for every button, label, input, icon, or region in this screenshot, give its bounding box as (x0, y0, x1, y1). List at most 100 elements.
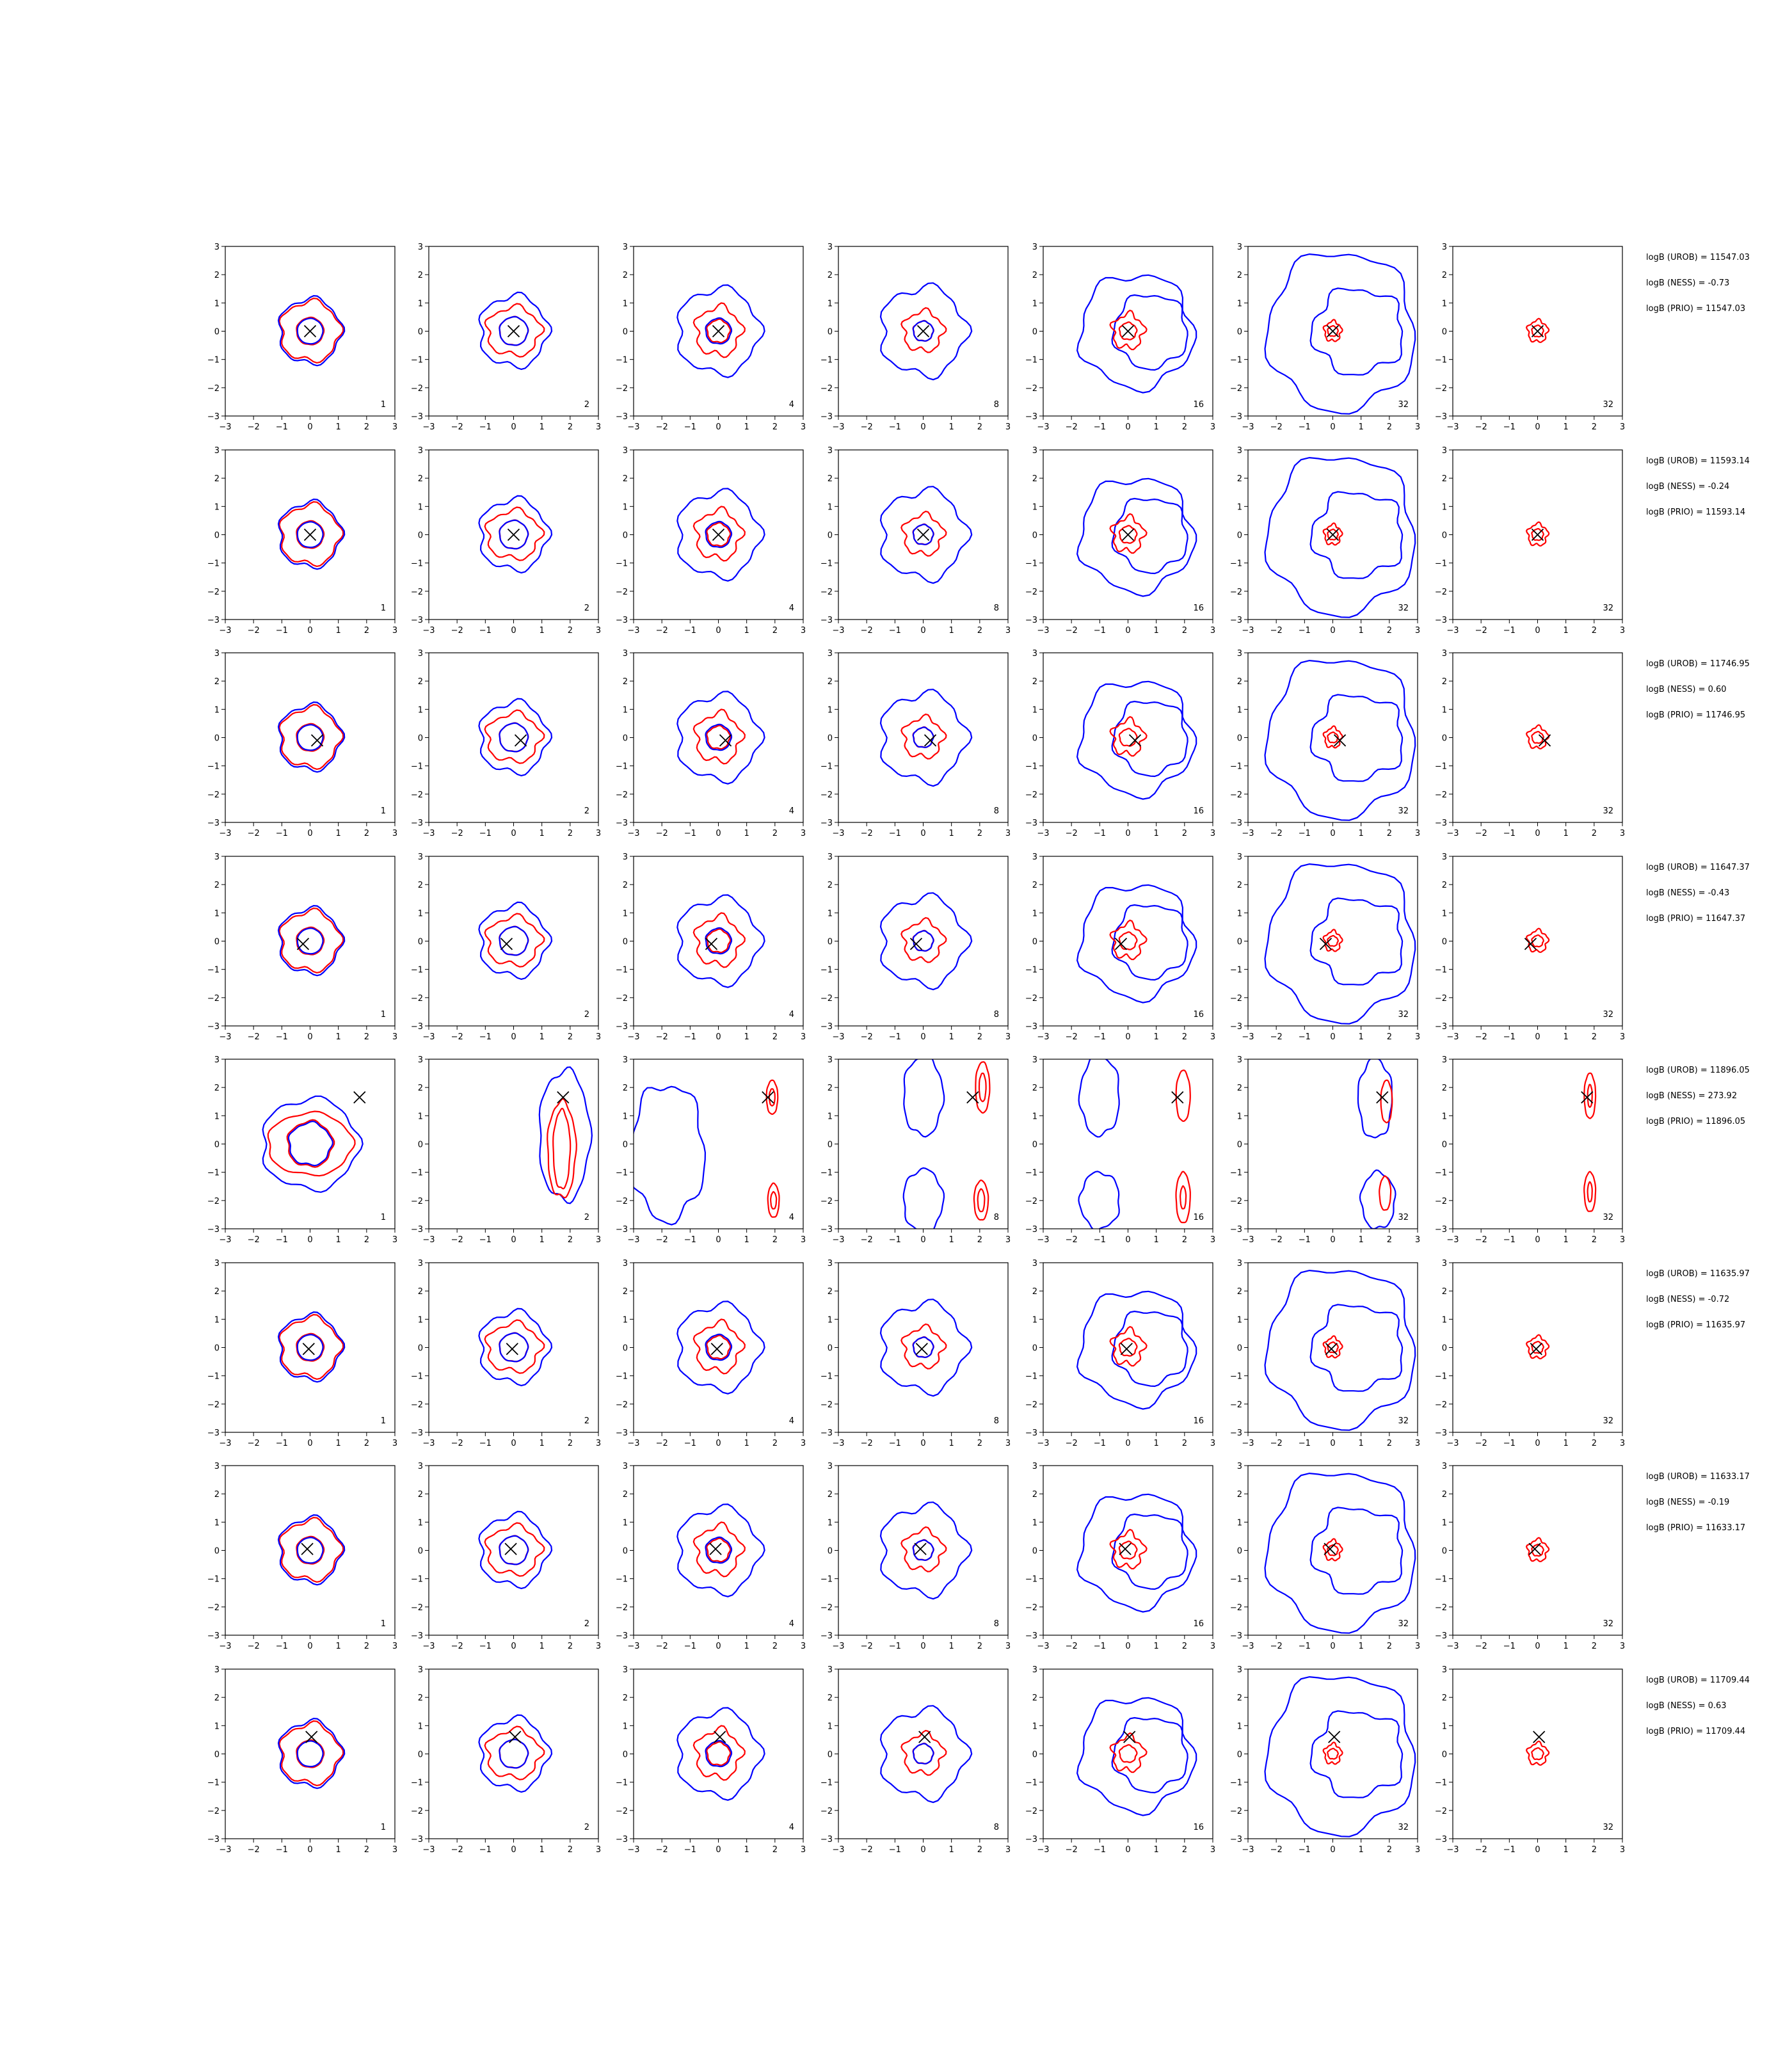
panel-r6-c6: −3−3 −2 −2 −1 −1 0 0 1 1 2 2 3 3 32 (1230, 1259, 1420, 1448)
red-contour-2 (900, 307, 947, 353)
y-tick-label: 0 (1032, 734, 1037, 744)
annotation-ness: logB (NESS) = -0.43 (1646, 888, 1730, 898)
x-tick-label: 3 (1620, 1439, 1625, 1448)
y-tick-label: 0 (214, 1750, 220, 1760)
red-contour-3 (975, 1061, 991, 1114)
x-tick-label: 3 (1415, 422, 1420, 432)
y-tick-label: 2 (1442, 271, 1447, 280)
y-tick-label: −1 (1025, 356, 1037, 365)
x-tick-label: 1 (540, 626, 545, 636)
panel-count-label: 4 (789, 1619, 794, 1629)
blue-contour-4 (705, 520, 733, 548)
contour-group (478, 291, 553, 371)
panel-r2-c7: −3−3 −2 −2 −1 −1 0 0 1 1 2 2 3 3 32 (1435, 446, 1625, 636)
y-tick-label: 1 (1032, 299, 1037, 308)
marker-x (353, 1091, 366, 1104)
x-tick-label: 3 (392, 1439, 397, 1448)
x-tick-label: 3 (392, 626, 397, 636)
y-tick-label: 1 (214, 909, 220, 918)
y-tick-label: 0 (1032, 1140, 1037, 1150)
x-tick-label: −1 (889, 1439, 901, 1448)
y-tick-label: 3 (418, 1259, 423, 1268)
panel-count-label: 2 (584, 1213, 589, 1222)
x-tick-label: −1 (276, 626, 288, 636)
x-tick-label: 1 (1564, 1642, 1569, 1651)
x-tick-label: 1 (1154, 1032, 1159, 1042)
blue-contour-4 (499, 925, 529, 956)
y-tick-label: −3 (616, 616, 628, 625)
x-tick-label: −3 (422, 1032, 435, 1042)
y-tick-label: 2 (214, 271, 220, 280)
y-tick-label: −3 (1435, 1428, 1447, 1438)
x-tick-label: 3 (1210, 1845, 1215, 1855)
contour-group (1264, 253, 1416, 415)
x-tick-label: 3 (801, 1032, 806, 1042)
x-tick-label: −2 (861, 1235, 873, 1245)
y-tick-label: 1 (1442, 299, 1447, 308)
y-tick-label: −1 (1025, 1779, 1037, 1788)
x-tick-label: −2 (656, 1032, 668, 1042)
x-tick-label: 0 (1330, 422, 1335, 432)
panel-count-label: 16 (1193, 400, 1204, 410)
panel-count-label: 1 (381, 1213, 386, 1222)
y-tick-label: −1 (820, 559, 833, 569)
y-tick-label: −2 (1435, 384, 1447, 394)
x-tick-label: 3 (1415, 1032, 1420, 1042)
y-tick-label: −1 (207, 1372, 220, 1382)
panel-count-label: 8 (994, 1416, 999, 1426)
blue-contour-1 (1076, 477, 1197, 597)
y-tick-label: −3 (1230, 1225, 1242, 1235)
x-tick-label: −2 (1270, 422, 1283, 432)
x-tick-label: −3 (1242, 1845, 1254, 1855)
y-tick-label: 0 (1237, 328, 1242, 337)
x-tick-label: 2 (1387, 626, 1392, 636)
marker-x (915, 1343, 928, 1356)
y-tick-label: 0 (418, 531, 423, 541)
x-tick-label: −1 (1299, 1235, 1311, 1245)
contour-group (676, 691, 765, 785)
y-tick-label: 3 (828, 243, 833, 252)
x-tick-label: −2 (248, 1235, 260, 1245)
panel-r8-c5: −3−3 −2 −2 −1 −1 0 0 1 1 2 2 3 3 16 (1025, 1665, 1215, 1855)
axes-frame (838, 652, 1009, 823)
x-tick-label: −3 (1242, 422, 1254, 432)
y-tick-label: 1 (828, 1315, 833, 1325)
panel-r6-c1: −3−3 −2 −2 −1 −1 0 0 1 1 2 2 3 3 1 (207, 1259, 397, 1448)
panel-count-label: 16 (1193, 604, 1204, 613)
red-contour-4 (1175, 1171, 1191, 1224)
y-tick-label: −1 (1230, 1372, 1242, 1382)
y-tick-label: −1 (1230, 966, 1242, 975)
y-tick-label: −1 (820, 1779, 833, 1788)
blue-contour-4 (912, 320, 934, 342)
blue-contour-1 (478, 1510, 553, 1590)
annotation-urob: logB (UROB) = 11633.17 (1646, 1472, 1750, 1482)
x-tick-label: 0 (1535, 1642, 1540, 1651)
x-tick-label: −1 (1299, 1032, 1311, 1042)
blue-contour-4 (499, 722, 529, 753)
x-tick-label: −2 (656, 1235, 668, 1245)
y-tick-label: −2 (820, 1807, 833, 1816)
marker-x (712, 528, 725, 541)
y-tick-label: −2 (1230, 1807, 1242, 1816)
panel-count-label: 32 (1603, 400, 1613, 410)
y-tick-label: 1 (214, 1722, 220, 1731)
red-contour-1 (278, 297, 344, 364)
y-tick-label: −3 (616, 1428, 628, 1438)
x-tick-label: 0 (920, 1642, 925, 1651)
blue-contour-2 (277, 1514, 346, 1586)
x-tick-label: 1 (949, 1235, 954, 1245)
contour-group (1525, 1537, 1550, 1562)
annotation-prio: logB (PRIO) = 11633.17 (1646, 1523, 1746, 1533)
panel-count-label: 16 (1193, 806, 1204, 816)
y-tick-label: −2 (616, 1197, 628, 1206)
x-tick-label: −1 (276, 829, 288, 838)
marker-x (1319, 938, 1332, 950)
y-tick-label: 0 (1442, 734, 1447, 744)
axes-frame (428, 1465, 599, 1636)
annotation-urob: logB (UROB) = 11746.95 (1646, 659, 1750, 669)
y-tick-label: 1 (828, 1518, 833, 1528)
contour-group (879, 892, 973, 991)
x-tick-label: −2 (1270, 829, 1283, 838)
x-tick-label: 0 (920, 626, 925, 636)
y-tick-label: 1 (828, 1112, 833, 1121)
